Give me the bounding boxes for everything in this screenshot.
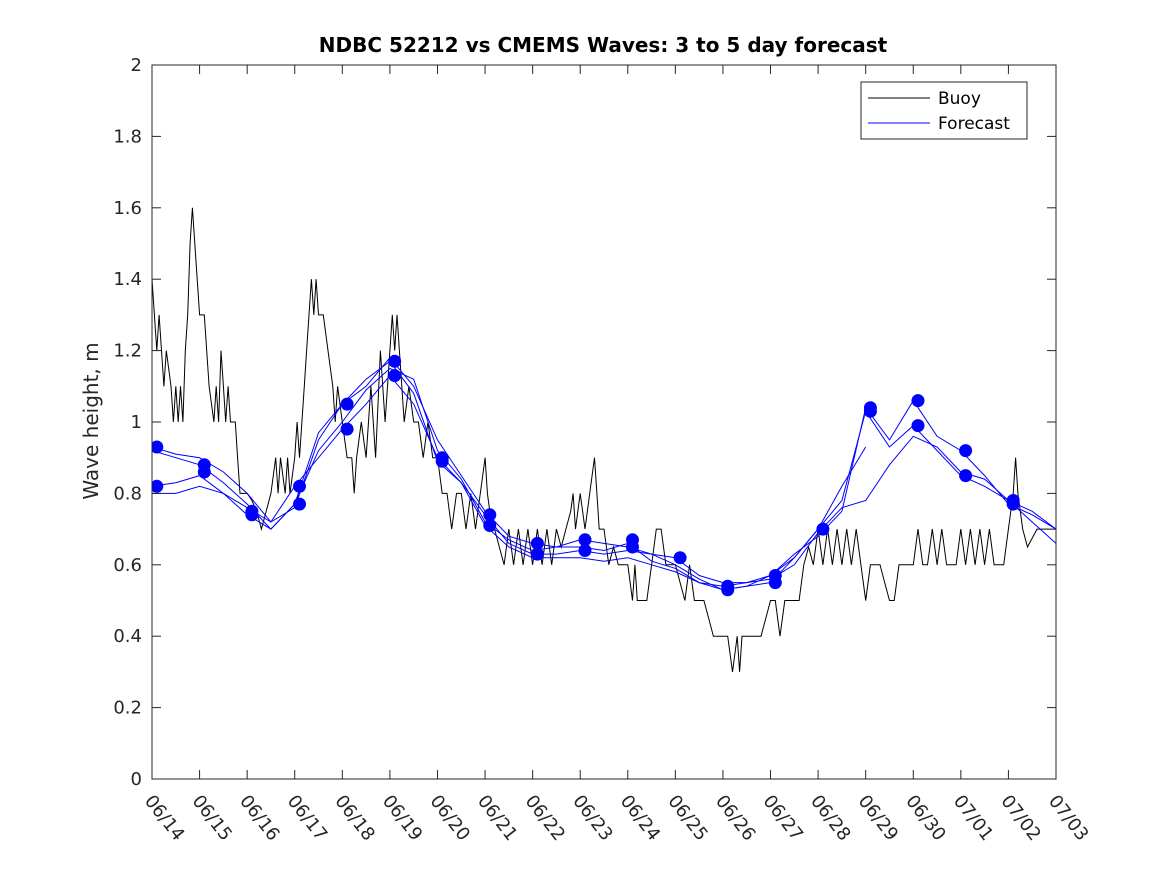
y-axis: 0 0.2 0.4 0.6 0.8 1 1.2 1.4 1.6 1.8 2 <box>113 55 1056 790</box>
y-tick-label: 1.4 <box>113 269 142 290</box>
x-tick-label: 06/14 <box>140 791 188 845</box>
forecast-marker-18 <box>530 547 544 561</box>
legend-label-buoy: Buoy <box>938 89 981 109</box>
x-tick-label: 06/26 <box>711 791 759 845</box>
x-tick-label: 06/19 <box>378 791 426 845</box>
x-tick-label: 07/02 <box>996 791 1044 845</box>
x-tick-label: 06/22 <box>521 791 569 845</box>
legend-label-forecast: Forecast <box>938 114 1010 134</box>
x-tick-label: 06/27 <box>759 791 807 845</box>
forecast-marker-12 <box>388 369 402 383</box>
forecast-marker-14 <box>435 454 449 468</box>
x-tick-label: 06/30 <box>901 791 949 845</box>
y-axis-label: Wave height, m <box>79 342 103 499</box>
forecast-marker-25 <box>721 583 735 597</box>
forecast-marker-11 <box>388 354 402 368</box>
series-line-forecast-run-1 <box>152 356 867 591</box>
x-tick-label: 07/01 <box>949 791 997 845</box>
x-tick-label: 06/23 <box>568 791 616 845</box>
legend: Buoy Forecast <box>860 81 1028 140</box>
x-tick-label: 06/28 <box>806 791 854 845</box>
y-tick-label: 2 <box>131 55 142 76</box>
data-layer <box>152 207 1056 672</box>
forecast-marker-34 <box>959 469 973 483</box>
x-axis: 06/14 06/15 06/16 06/17 06/18 06/19 06/20 06/21… <box>140 65 1093 845</box>
x-tick-label: 06/21 <box>473 791 521 845</box>
forecast-marker-36 <box>1006 497 1020 511</box>
forecast-marker-15 <box>483 508 497 522</box>
forecast-marker-17 <box>530 536 544 550</box>
forecast-marker-7 <box>293 479 306 493</box>
x-tick-label: 06/24 <box>616 791 664 845</box>
x-tick-label: 06/16 <box>235 791 283 845</box>
y-tick-label: 1 <box>131 412 142 433</box>
forecast-marker-32 <box>911 419 925 433</box>
forecast-marker-33 <box>959 444 973 458</box>
forecast-marker-28 <box>816 522 830 536</box>
forecast-marker-19 <box>578 533 592 547</box>
y-tick-label: 1.2 <box>113 341 142 362</box>
forecast-marker-31 <box>911 394 925 408</box>
forecast-marker-1 <box>152 440 164 454</box>
forecast-marker-27 <box>768 576 782 590</box>
x-tick-label: 06/15 <box>188 791 236 845</box>
forecast-marker-23 <box>673 551 687 565</box>
forecast-marker-9 <box>340 397 354 411</box>
forecast-marker-4 <box>197 465 211 479</box>
y-tick-label: 0.8 <box>113 483 142 504</box>
y-tick-label: 0.4 <box>113 626 142 647</box>
forecast-marker-20 <box>578 544 592 557</box>
y-tick-label: 0 <box>131 769 142 790</box>
series-line-forecast-run-3 <box>152 360 1056 591</box>
y-tick-label: 1.8 <box>113 126 142 147</box>
series-line-forecast-run-2 <box>152 374 1056 584</box>
y-tick-label: 0.6 <box>113 555 142 576</box>
forecast-marker-10 <box>340 422 354 436</box>
chart-title: NDBC 52212 vs CMEMS Waves: 3 to 5 day fo… <box>319 33 888 57</box>
forecast-marker-22 <box>626 540 639 554</box>
x-tick-label: 06/25 <box>663 791 711 845</box>
forecast-marker-16 <box>483 519 497 532</box>
forecast-marker-8 <box>293 497 306 511</box>
legend-box <box>860 81 1028 140</box>
x-tick-label: 06/17 <box>283 791 331 845</box>
forecast-marker-6 <box>245 508 259 522</box>
x-tick-label: 07/03 <box>1044 791 1092 845</box>
x-tick-label: 06/20 <box>426 791 474 845</box>
y-tick-label: 1.6 <box>113 198 142 219</box>
x-tick-label: 06/18 <box>330 791 378 845</box>
y-tick-label: 0.2 <box>113 698 142 719</box>
series-line-buoy <box>152 207 1056 672</box>
x-tick-label: 06/29 <box>854 791 902 845</box>
forecast-marker-2 <box>152 479 164 493</box>
forecast-marker-30 <box>863 404 877 418</box>
